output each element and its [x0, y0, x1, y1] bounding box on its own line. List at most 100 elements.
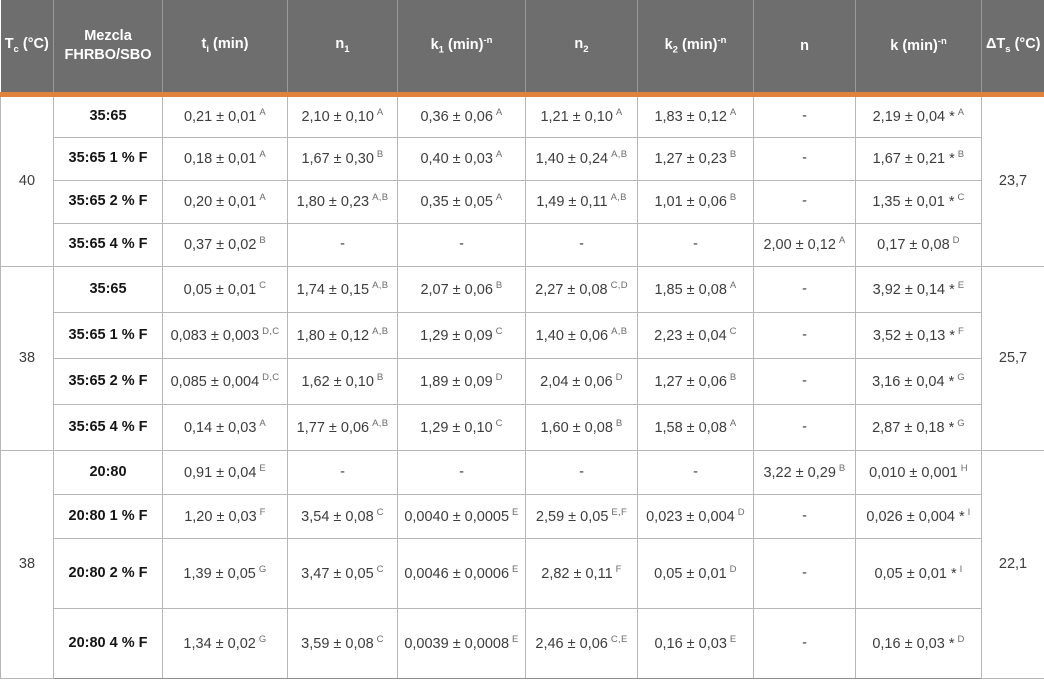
significance-superscript: A — [259, 192, 267, 204]
header-text: (°C) — [1010, 36, 1041, 53]
value-cell: 2,10 ± 0,10 A — [287, 94, 398, 138]
significance-superscript: A — [615, 107, 623, 119]
mixture-label: 35:65 — [53, 94, 163, 138]
value-text: 1,39 ± 0,05 — [183, 565, 256, 582]
value-cell: 0,0040 ± 0,0005 E — [397, 494, 526, 539]
significance-superscript: I — [959, 563, 963, 575]
mixture-label: 35:65 2 % F — [53, 180, 163, 224]
col-header-n2: n2 — [525, 0, 638, 97]
significance-superscript: D,C — [262, 371, 280, 383]
significance-superscript: A — [838, 235, 846, 247]
significance-superscript: A,B — [372, 279, 389, 291]
significance-superscript: D — [615, 371, 623, 383]
header-subscript: 1 — [438, 44, 444, 56]
col-header-k: k (min)-n — [855, 0, 982, 97]
crystallization-kinetics-table: Tc (°C) Mezcla FHRBO/SBO ti (min) n1 k1 … — [0, 0, 1044, 679]
value-text: 3,22 ± 0,29 — [763, 464, 836, 481]
value-text: 1,29 ± 0,09 — [420, 327, 493, 344]
mixture-label: 35:65 2 % F — [53, 358, 163, 405]
table-row: 35:65 4 % F 0,14 ± 0,03 A 1,77 ± 0,06 A,B 1,2… — [1, 404, 1044, 451]
significance-superscript: D — [952, 235, 960, 247]
value-cell: 0,37 ± 0,02 B — [162, 223, 288, 267]
value-text: 0,05 ± 0,01 — [654, 565, 727, 582]
value-text: 3,52 ± 0,13 * — [872, 327, 956, 344]
value-text: 0,010 ± 0,001 — [869, 464, 958, 481]
value-cell: - — [753, 266, 856, 313]
header-text: k — [664, 36, 673, 53]
value-text: 0,0040 ± 0,0005 — [404, 508, 510, 525]
value-text: 3,47 ± 0,05 — [301, 565, 374, 582]
significance-superscript: A — [957, 107, 965, 119]
tc-temperature-value: 40 — [0, 94, 54, 267]
value-text: 1,74 ± 0,15 — [296, 281, 370, 298]
header-subscript: 1 — [344, 44, 350, 56]
value-text: - — [459, 463, 464, 480]
mixture-label: 35:65 1 % F — [53, 312, 163, 359]
table-row: 35:65 1 % F 0,18 ± 0,01 A 1,67 ± 0,30 B 0,40 … — [1, 137, 1044, 181]
value-text: 2,00 ± 0,12 — [763, 236, 836, 253]
value-text: 0,0039 ± 0,0008 — [404, 635, 510, 652]
significance-superscript: A,B — [611, 325, 628, 337]
significance-superscript: A — [259, 149, 267, 161]
value-text: - — [802, 326, 807, 343]
mixture-label: 20:80 2 % F — [53, 538, 163, 609]
significance-superscript: E — [512, 563, 519, 575]
value-cell: 2,07 ± 0,06 B — [397, 266, 526, 313]
value-cell: 1,60 ± 0,08 B — [525, 404, 638, 451]
significance-superscript: A — [495, 149, 503, 161]
value-text: 1,58 ± 0,08 — [654, 419, 727, 436]
value-text: 1,83 ± 0,12 — [654, 108, 727, 125]
significance-superscript: C — [259, 279, 267, 291]
value-text: 2,87 ± 0,18 * — [872, 419, 955, 436]
value-text: - — [459, 236, 464, 253]
significance-superscript: C — [376, 633, 384, 645]
value-cell: 1,74 ± 0,15 A,B — [287, 266, 398, 313]
value-cell: 1,80 ± 0,12 A,B — [287, 312, 398, 359]
table-row: 35:65 1 % F 0,083 ± 0,003 D,C 1,80 ± 0,12 A,… — [1, 312, 1044, 359]
mixture-label: 20:80 1 % F — [53, 494, 163, 539]
significance-superscript: A,B — [611, 149, 628, 161]
significance-superscript: G — [957, 371, 965, 383]
significance-superscript: A — [259, 107, 267, 119]
col-header-tc: Tc (°C) — [0, 0, 54, 97]
value-cell: 1,89 ± 0,09 D — [397, 358, 526, 405]
value-cell: 0,36 ± 0,06 A — [397, 94, 526, 138]
value-cell: - — [753, 358, 856, 405]
significance-superscript: C,D — [610, 279, 628, 291]
mixture-label: 35:65 4 % F — [53, 223, 163, 267]
significance-superscript: B — [729, 149, 737, 161]
header-subscript: 2 — [672, 44, 678, 56]
value-text: - — [802, 564, 807, 581]
value-cell: 1,35 ± 0,01 * C — [855, 180, 982, 224]
value-cell: 3,22 ± 0,29 B — [753, 450, 856, 495]
header-text: (°C) — [18, 36, 49, 53]
col-header-ti: ti (min) — [162, 0, 288, 97]
value-cell: 1,40 ± 0,24 A,B — [525, 137, 638, 181]
header-text: (min) — [898, 37, 938, 54]
significance-superscript: A,B — [372, 325, 389, 337]
value-text: 1,21 ± 0,10 — [540, 108, 613, 125]
value-cell: 1,34 ± 0,02 G — [162, 608, 288, 679]
significance-superscript: E — [729, 633, 737, 645]
value-cell: 0,05 ± 0,01 C — [162, 266, 288, 313]
tc-temperature-value: 38 — [0, 450, 54, 679]
significance-superscript: A,B — [372, 417, 389, 429]
significance-superscript: F — [259, 506, 266, 518]
value-cell: 1,39 ± 0,05 G — [162, 538, 288, 609]
header-text: T — [4, 36, 14, 53]
value-cell: 1,29 ± 0,10 C — [397, 404, 526, 451]
header-text: ΔT — [985, 36, 1006, 53]
value-cell: 2,87 ± 0,18 * G — [855, 404, 982, 451]
value-text: 1,01 ± 0,06 — [654, 193, 727, 210]
value-cell: 3,59 ± 0,08 C — [287, 608, 398, 679]
value-cell: 0,085 ± 0,004 D,C — [162, 358, 288, 405]
value-text: 2,27 ± 0,08 — [535, 281, 608, 298]
value-text: - — [579, 236, 584, 253]
significance-superscript: G — [957, 417, 965, 429]
value-text: 0,35 ± 0,05 — [420, 193, 493, 210]
value-text: 2,07 ± 0,06 — [420, 281, 493, 298]
significance-superscript: E — [512, 506, 519, 518]
value-text: 0,16 ± 0,03 — [654, 635, 727, 652]
value-text: - — [802, 193, 807, 210]
value-text: 0,023 ± 0,004 — [646, 508, 735, 525]
